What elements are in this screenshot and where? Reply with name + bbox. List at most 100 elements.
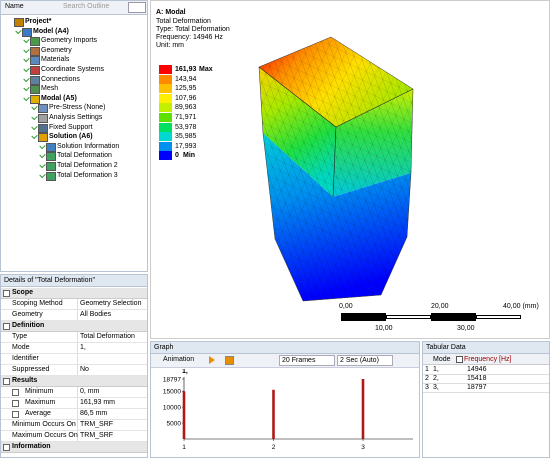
tree-item[interactable]: Analysis Settings (49, 114, 103, 121)
name-header[interactable]: Name (5, 3, 24, 10)
checkbox[interactable] (456, 356, 463, 363)
detail-value[interactable]: Geometry Selection (80, 300, 142, 307)
scale-label: 40,00 (mm) (503, 303, 539, 310)
tree-item[interactable]: Geometry Imports (41, 37, 98, 45)
dropdown-button[interactable] (128, 2, 146, 13)
detail-row (1, 332, 147, 343)
tree-item[interactable]: Coordinate Systems (41, 66, 105, 73)
frequency-cell: 14946 (467, 366, 487, 373)
detail-divider (77, 431, 78, 441)
detail-value[interactable]: TRM_SRF (80, 421, 114, 428)
detail-label: Suppressed (12, 366, 50, 373)
bar (361, 379, 365, 439)
detail-divider (77, 332, 78, 342)
section-row (1, 288, 147, 299)
tree-icon (14, 18, 24, 27)
graph-panel: Graph Animation 20 Frames 2 Sec (Auto) 1… (150, 341, 420, 458)
tree-item[interactable]: Total Deformation 3 (57, 171, 118, 179)
tree-icon (30, 56, 40, 66)
detail-row (1, 387, 147, 398)
tree-item[interactable]: Total Deformation 2 (57, 162, 118, 169)
section-label[interactable]: Definition (12, 322, 45, 329)
tree-icon (46, 162, 56, 171)
details-title: Details of "Total Deformation" (1, 275, 147, 287)
tree-item[interactable]: Geometry (41, 46, 72, 54)
duration-select[interactable]: 2 Sec (Auto) (337, 355, 393, 366)
info-line: Total Deformation (156, 18, 211, 25)
detail-divider (77, 299, 78, 309)
checkbox[interactable] (12, 389, 19, 396)
tree-item[interactable]: Total Deformation (57, 151, 112, 161)
tree-item[interactable]: Project* (25, 18, 52, 25)
detail-divider (77, 420, 78, 430)
detail-value[interactable]: Total Deformation (80, 333, 135, 340)
info-line: Type: Total Deformation (156, 26, 230, 33)
scale-label: 20,00 (431, 303, 449, 310)
expander[interactable] (3, 378, 10, 385)
detail-divider (77, 387, 78, 397)
check-icon (23, 75, 30, 82)
tree-item[interactable]: Model (A4) (33, 27, 69, 35)
tree-item[interactable]: Solution Information (57, 142, 120, 150)
section-label[interactable]: Scope (12, 289, 34, 296)
frames-select[interactable]: 20 Frames (279, 355, 335, 366)
x-tick-label: 1 (182, 444, 186, 451)
y-tick-label: 18797 (163, 377, 181, 384)
legend-label: 35,985 (175, 133, 197, 141)
legend-tag: Min (183, 152, 196, 160)
row-index: 1 (425, 366, 429, 373)
detail-label: Minimum (25, 388, 54, 395)
expander[interactable] (3, 323, 10, 330)
detail-label: Average (25, 410, 51, 417)
tree-icon (38, 104, 48, 114)
legend-swatch (159, 65, 172, 74)
legend-swatch (159, 122, 172, 132)
detail-row (1, 354, 147, 365)
detail-divider (77, 365, 78, 375)
tree-item[interactable]: Solution (A6) (49, 133, 93, 141)
check-icon (15, 27, 22, 34)
tree-item[interactable]: Materials (41, 56, 70, 64)
detail-value[interactable]: TRM_SRF (80, 432, 114, 439)
legend-label: 89,963 (175, 104, 197, 112)
section-label[interactable]: Information (12, 443, 51, 450)
legend-label: 107,96 (175, 94, 197, 102)
tree-item[interactable]: Connections (41, 75, 80, 83)
tree-icon (30, 37, 40, 47)
expander[interactable] (3, 444, 10, 451)
tree-item[interactable]: Fixed Support (49, 123, 93, 131)
detail-divider (77, 398, 78, 408)
checkbox[interactable] (12, 411, 19, 418)
play-button[interactable] (209, 356, 215, 364)
detail-value[interactable]: 86,5 mm (80, 410, 108, 417)
legend-swatch (159, 141, 172, 151)
check-icon (31, 113, 38, 121)
tree-icon (46, 171, 56, 181)
detail-row (1, 310, 147, 321)
tree-icon (30, 85, 40, 95)
expander[interactable] (3, 290, 10, 297)
viewport[interactable]: A: Modal Total Deformation Type: Total De… (150, 0, 550, 339)
section-label[interactable]: Results (12, 377, 38, 384)
legend-label: 125,95 (175, 85, 197, 93)
detail-value[interactable]: 1, (80, 344, 86, 351)
detail-value[interactable]: All Bodies (80, 311, 112, 318)
chart: 1, 5000 10000 15000 18797 1 2 3 (163, 369, 413, 451)
detail-row (1, 343, 147, 354)
tree-item[interactable]: Pre-Stress (None) (49, 104, 106, 112)
tree-item[interactable]: Modal (A5) (41, 94, 77, 102)
stop-button[interactable] (225, 356, 234, 365)
detail-value[interactable]: 161,93 mm (80, 399, 116, 406)
info-line: Frequency: 14946 Hz (156, 34, 223, 41)
detail-value[interactable]: No (80, 366, 89, 373)
model-view (258, 36, 414, 302)
graph-title: Graph (151, 342, 419, 354)
checkbox[interactable] (12, 400, 19, 407)
search-box[interactable]: Search Outline (63, 3, 110, 10)
tree-item[interactable]: Mesh (41, 85, 59, 93)
detail-value[interactable]: 0, mm (80, 388, 100, 395)
mode-cell: 3, (433, 384, 439, 391)
detail-row (1, 299, 147, 310)
detail-row (1, 398, 147, 409)
detail-label: Maximum (25, 399, 56, 406)
